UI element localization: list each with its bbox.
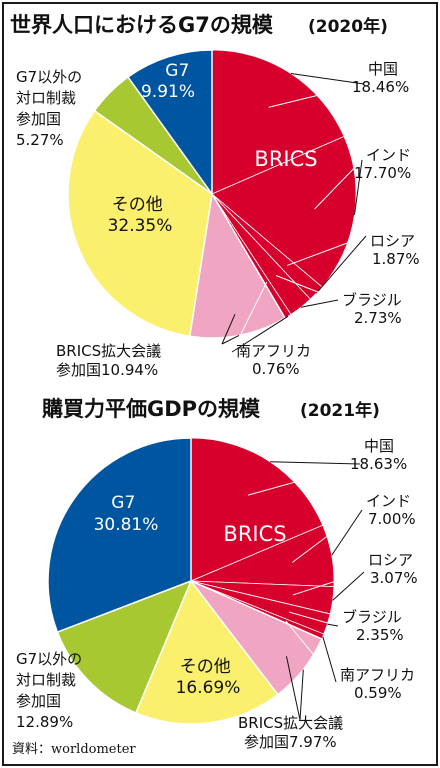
chart1-leader-outer-china bbox=[290, 73, 365, 85]
chart2-label-brics-expansion: BRICS拡大会議 参加国7.97% bbox=[238, 714, 348, 751]
chart1-label-brics-expansion: BRICS拡大会議 参加国10.94% bbox=[56, 342, 166, 379]
chart2-leader-outer-russia bbox=[332, 571, 365, 601]
chart1-leader-outer-brazil bbox=[300, 299, 339, 308]
chart1-slice-china bbox=[211, 49, 345, 195]
chart2-label-china: 中国 18.63% bbox=[350, 437, 407, 473]
chart2-slice-china bbox=[190, 437, 324, 582]
chart2-slice-g7 bbox=[47, 437, 192, 634]
chart2-leader-outer-brazil bbox=[327, 623, 339, 627]
chart1-label-india: インド 17.70% bbox=[354, 146, 416, 182]
chart2-brics-group-label: BRICS bbox=[223, 522, 286, 546]
chart2-title-year: (2021年) bbox=[300, 400, 380, 421]
chart2-label-brazil: ブラジル 2.35% bbox=[342, 608, 406, 644]
chart2-leader-brazil bbox=[289, 611, 339, 627]
chart1-leader-outer-south-africa bbox=[231, 315, 289, 353]
chart1-slice-other bbox=[67, 109, 213, 338]
chart2-label-g7: G7 30.81% bbox=[94, 493, 159, 535]
chart2-leader-outer-brics-expansion bbox=[299, 669, 304, 721]
chart2-leader-brics-expansion bbox=[285, 656, 301, 721]
chart2-slice-g7-sanctions bbox=[56, 579, 193, 714]
chart1-leader-india bbox=[314, 159, 363, 210]
chart2-leader-india bbox=[291, 509, 363, 563]
chart2-label-india: インド 7.00% bbox=[366, 492, 416, 528]
chart1-leader-outer-brics-expansion bbox=[221, 334, 240, 345]
chart1-label-g7: G7 9.91% bbox=[141, 61, 195, 102]
chart2-label-south-africa: 南アフリカ 0.59% bbox=[340, 666, 420, 702]
chart2-leader-russia bbox=[292, 571, 365, 596]
chart1-leader-brics-expansion bbox=[221, 314, 236, 345]
chart1-leader-china bbox=[268, 83, 365, 108]
chart2-label-g7-sanctions: G7以外の 対ロ制裁 参加国 12.89% bbox=[16, 650, 87, 731]
chart1-leader-brazil bbox=[275, 275, 339, 301]
source-label: 資料：worldometer bbox=[12, 742, 136, 757]
chart2-leader-outer-china bbox=[269, 461, 361, 465]
chart1-slice-g7 bbox=[126, 49, 213, 197]
chart2-leader-china bbox=[247, 463, 361, 496]
chart1-leader-russia bbox=[286, 235, 367, 266]
chart2-label-russia: ロシア 3.07% bbox=[368, 551, 418, 587]
chart2-title: 購買力平価GDPの規模 bbox=[41, 397, 261, 421]
chart1-pie bbox=[67, 49, 357, 339]
chart1-label-russia: ロシア 1.87% bbox=[370, 232, 420, 268]
chart1-leader-south-africa bbox=[231, 281, 268, 353]
chart1-leader-lines bbox=[221, 73, 367, 353]
chart1-label-other: その他 32.35% bbox=[108, 195, 173, 236]
chart1-brics-group-label: BRICS bbox=[254, 147, 317, 171]
chart1-label-brazil: ブラジル 2.73% bbox=[342, 291, 406, 327]
chart2-leader-lines bbox=[247, 461, 365, 721]
chart2-slice-other bbox=[134, 579, 279, 725]
chart1-leader-outer-russia bbox=[315, 235, 367, 294]
chart2-leader-outer-india bbox=[331, 509, 363, 556]
chart2-pie bbox=[47, 437, 335, 725]
chart2-leader-south-africa bbox=[285, 620, 337, 683]
chart2-label-other: その他 16.69% bbox=[176, 657, 241, 698]
chart1-label-south-africa: 南アフリカ 0.76% bbox=[236, 342, 316, 378]
chart2-leader-outer-south-africa bbox=[322, 636, 337, 683]
chart1-label-china: 中国 18.46% bbox=[352, 60, 409, 96]
chart1-title-year: (2020年) bbox=[308, 16, 388, 37]
chart1-label-g7-sanctions: G7以外の 対ロ制裁 参加国 5.27% bbox=[16, 68, 87, 149]
chart1-title: 世界人口におけるG7の規模 bbox=[10, 13, 274, 37]
chart1-leader-outer-india bbox=[353, 159, 363, 215]
